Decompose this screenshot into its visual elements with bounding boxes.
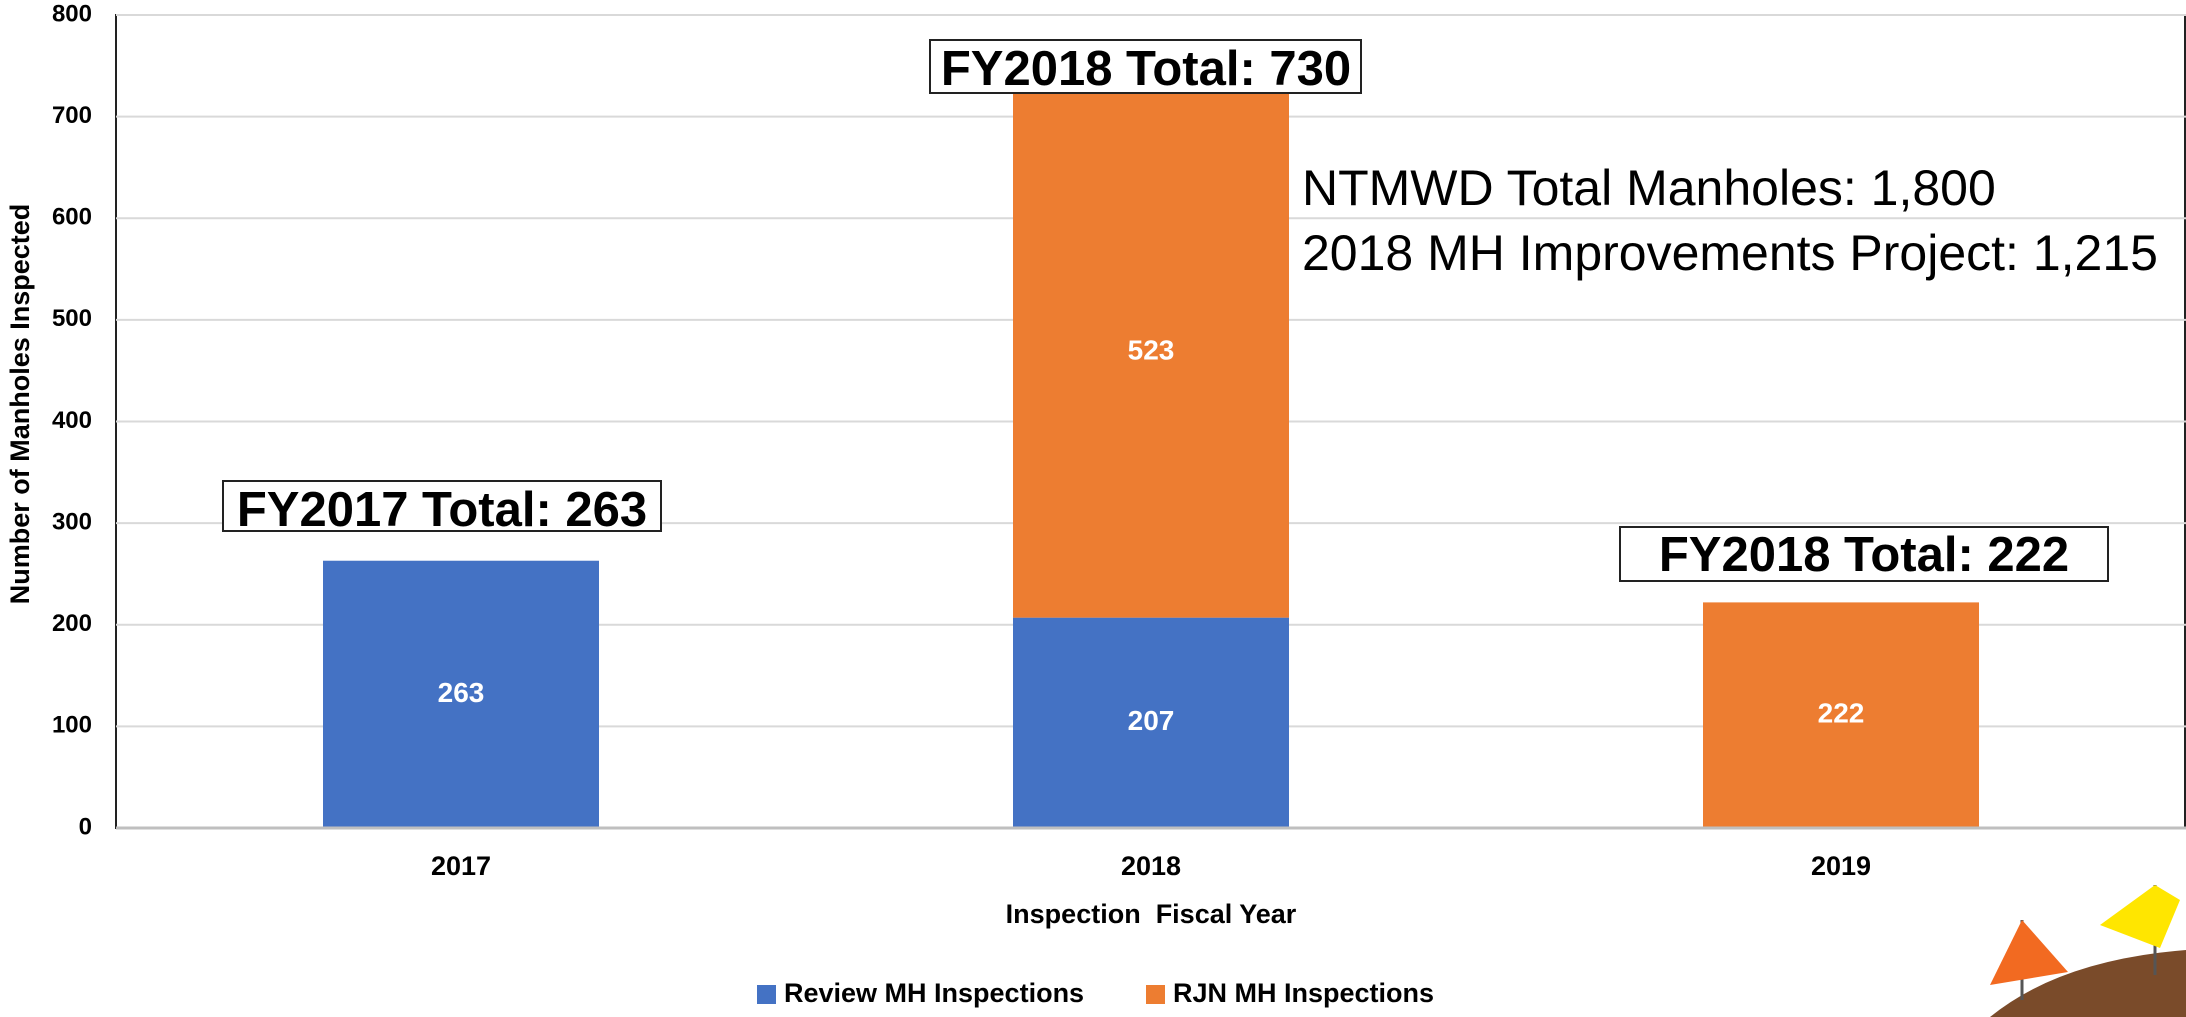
annotation: FY2018 Total: 222 (1659, 528, 2069, 582)
legend-label: RJN MH Inspections (1173, 978, 1434, 1008)
x-tick-label: 2019 (1811, 851, 1871, 881)
annotation: 2018 MH Improvements Project: 1,215 (1302, 225, 2158, 281)
legend-swatch (757, 985, 776, 1004)
y-tick-label: 700 (52, 102, 92, 129)
data-label: 207 (1128, 705, 1175, 736)
x-tick-label: 2017 (431, 851, 491, 881)
legend-label: Review MH Inspections (784, 978, 1084, 1008)
y-tick-label: 500 (52, 305, 92, 332)
data-label: 222 (1818, 698, 1865, 729)
data-label: 263 (438, 677, 485, 708)
y-tick-label: 800 (52, 0, 92, 27)
y-tick-label: 400 (52, 407, 92, 434)
annotation: NTMWD Total Manholes: 1,800 (1302, 160, 1996, 216)
y-tick-label: 0 (79, 813, 92, 840)
y-tick-label: 600 (52, 204, 92, 231)
annotation: FY2018 Total: 730 (941, 42, 1351, 96)
y-axis-title: Number of Manholes Inspected (5, 204, 35, 605)
y-tick-label: 200 (52, 610, 92, 637)
y-tick-label: 100 (52, 712, 92, 739)
x-axis-title: Inspection Fiscal Year (1006, 899, 1297, 929)
annotation: FY2017 Total: 263 (237, 483, 647, 537)
data-label: 523 (1128, 334, 1175, 365)
y-tick-label: 300 (52, 508, 92, 535)
x-tick-label: 2018 (1121, 851, 1181, 881)
legend-swatch (1146, 985, 1165, 1004)
chart: Number of Manholes Inspected Inspection … (0, 0, 2186, 1017)
decoration-flags (1990, 885, 2186, 1017)
